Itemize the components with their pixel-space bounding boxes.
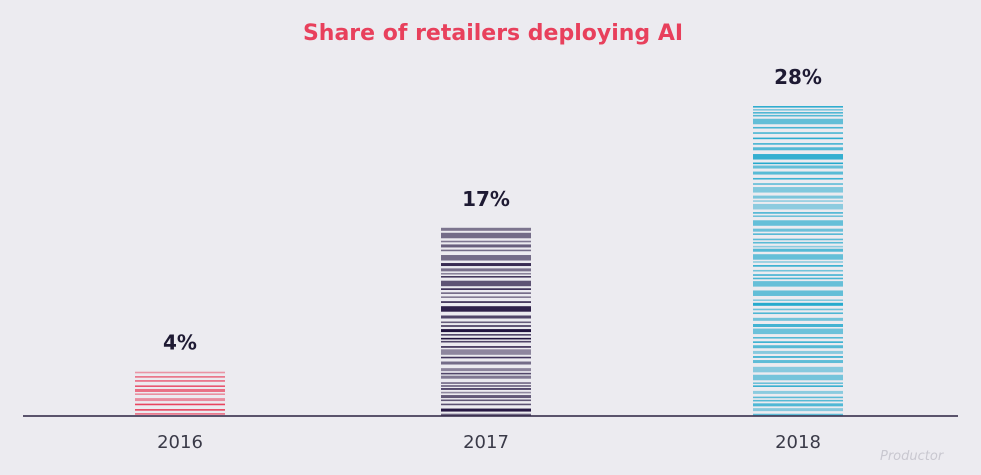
value-label-2017: 17% bbox=[462, 187, 510, 211]
x-tick-label-2016: 2016 bbox=[157, 432, 203, 453]
bar-2018 bbox=[753, 106, 843, 416]
value-label-2018: 28% bbox=[774, 65, 822, 89]
labels-group: 4% 2016 17% 2017 28% 2018 bbox=[157, 65, 822, 453]
x-tick-label-2017: 2017 bbox=[463, 432, 509, 453]
bar-2017 bbox=[441, 227, 531, 416]
bars-group bbox=[135, 106, 843, 416]
value-label-2016: 4% bbox=[163, 331, 197, 355]
x-tick-label-2018: 2018 bbox=[775, 432, 821, 453]
watermark-text: Productor bbox=[880, 449, 945, 464]
chart-title: Share of retailers deploying AI bbox=[303, 21, 683, 46]
bar-2016 bbox=[135, 371, 225, 415]
